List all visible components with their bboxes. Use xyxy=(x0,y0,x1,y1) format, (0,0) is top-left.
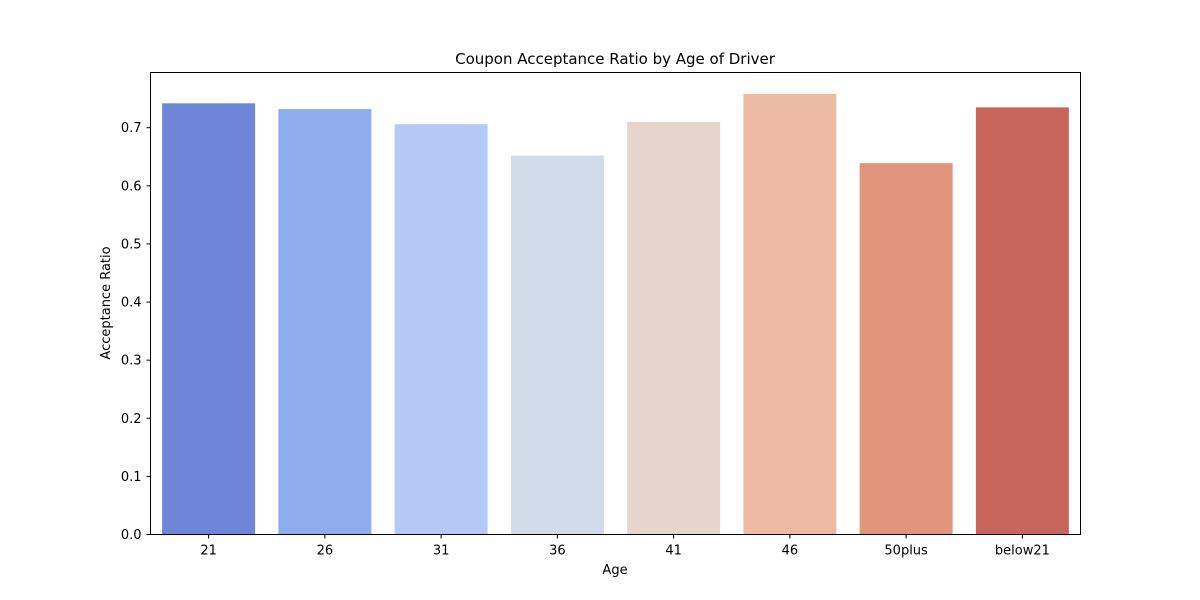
bar-36 xyxy=(510,155,604,535)
x-tick-label: 41 xyxy=(665,544,682,559)
y-tick-label: 0.3 xyxy=(121,354,142,369)
x-tick-label: 26 xyxy=(317,544,334,559)
bar-41 xyxy=(627,121,721,535)
x-tick-label: 21 xyxy=(200,544,217,559)
y-tick-label: 0.5 xyxy=(121,237,142,252)
bar-50plus xyxy=(859,163,953,535)
y-axis: 0.0 0.1 0.2 0.3 0.4 0.5 0.6 0.7 xyxy=(121,121,151,543)
chart-title: Coupon Acceptance Ratio by Age of Driver xyxy=(455,50,776,68)
y-tick-label: 0.2 xyxy=(121,412,142,427)
x-tick-label: 36 xyxy=(549,544,566,559)
bar-26 xyxy=(278,109,372,535)
y-tick-label: 0.6 xyxy=(121,179,142,194)
bar-below21 xyxy=(975,107,1069,535)
x-axis-label: Age xyxy=(602,563,627,578)
x-tick-label: below21 xyxy=(995,544,1050,559)
plot-frame xyxy=(150,72,1081,535)
x-axis: 21 26 31 36 41 46 50plus below21 xyxy=(200,534,1050,559)
y-tick-label: 0.1 xyxy=(121,470,142,485)
bar-21 xyxy=(162,103,256,535)
bar-46 xyxy=(743,94,837,535)
x-tick-label: 31 xyxy=(433,544,450,559)
bar-31 xyxy=(394,124,488,535)
y-axis-label: Acceptance Ratio xyxy=(99,246,114,359)
bars-group xyxy=(162,94,1069,535)
y-tick-label: 0.0 xyxy=(121,528,142,543)
y-tick-label: 0.4 xyxy=(121,296,142,311)
x-tick-label: 50plus xyxy=(884,544,928,559)
y-tick-label: 0.7 xyxy=(121,121,142,136)
x-tick-label: 46 xyxy=(782,544,799,559)
